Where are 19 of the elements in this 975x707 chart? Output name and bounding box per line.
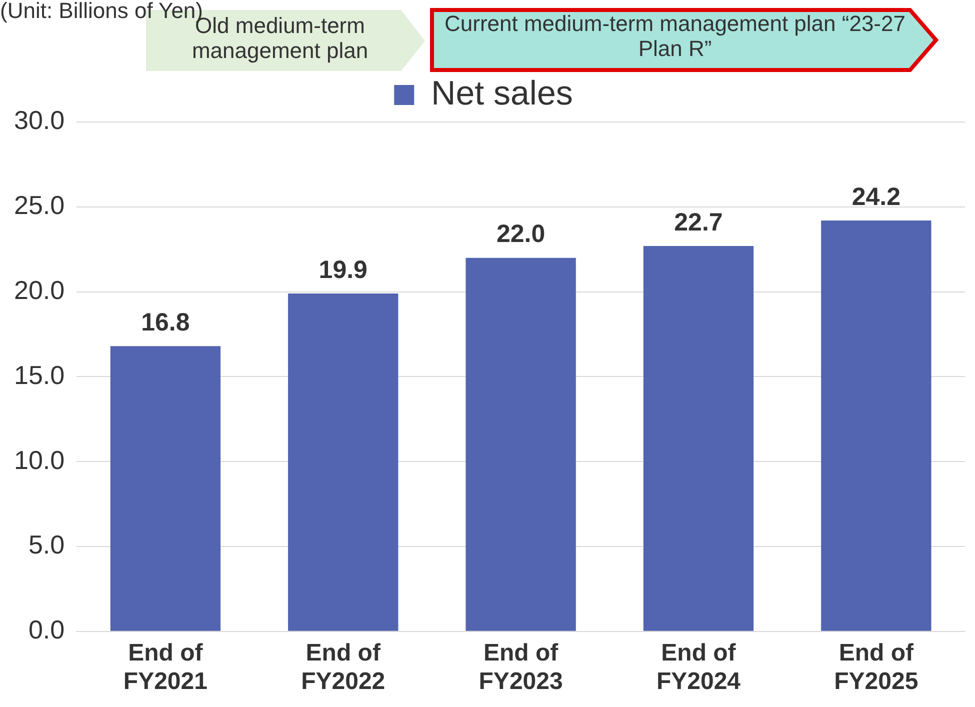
text: Current medium-term management plan “23-27 Plan R” (444, 11, 906, 61)
x-tick-label: End of FY2024 (656, 639, 742, 696)
data-label: 22.7 (674, 208, 723, 236)
y-tick-label: 20.0 (14, 274, 65, 305)
y-tick-label: 0.0 (28, 614, 65, 645)
data-label: 24.2 (852, 182, 900, 211)
y-tick-label: 10.0 (14, 444, 65, 475)
y-tick-label: 5.0 (28, 530, 65, 560)
y-tick-label: 30.0 (14, 105, 65, 136)
x-tick-label: End of FY2021 (123, 639, 208, 696)
x-tick-label: End of FY2023 (478, 639, 563, 696)
x-tick-label: End of FY2022 (301, 639, 386, 696)
data-label: 16.8 (141, 308, 190, 337)
x-tick-label: End of FY2025 (834, 639, 918, 696)
y-tick-label: 25.0 (14, 190, 65, 220)
legend-label: Net sales (431, 74, 573, 112)
data-label: 22.0 (496, 220, 546, 248)
data-label: 19.9 (318, 256, 368, 284)
y-tick-label: 15.0 (14, 360, 65, 390)
